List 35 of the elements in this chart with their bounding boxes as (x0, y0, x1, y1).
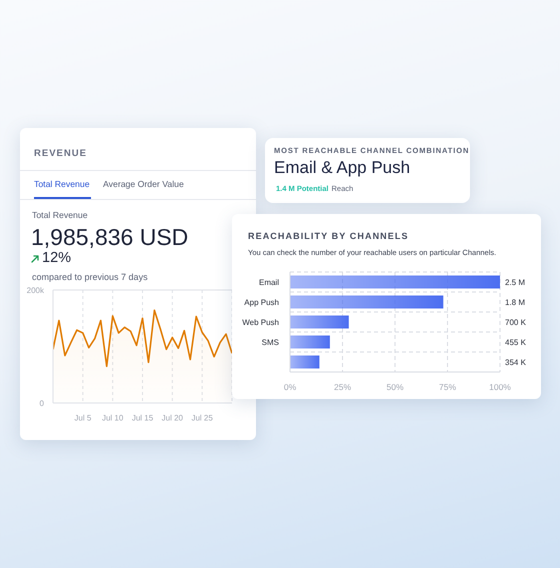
text: Total Revenue (34, 178, 90, 190)
bar (290, 296, 444, 308)
x-tick-label: 0% (284, 382, 297, 392)
bar (290, 356, 320, 368)
chart-title: REACHABILITY BY CHANNELS (248, 231, 409, 242)
text: Total Revenue (32, 209, 88, 221)
text: 12% (42, 250, 72, 267)
text: 1.8 M (505, 298, 526, 308)
x-tick-label: Jul 10 (102, 414, 124, 423)
text: 455 K (505, 338, 526, 348)
x-tick-label: Jul 15 (132, 414, 154, 423)
y-tick-label: 0 (40, 398, 45, 408)
chart-title: REVENUE (34, 148, 87, 160)
y-tick-label: Email (258, 278, 280, 287)
x-tick-label: 25% (334, 382, 352, 392)
bar (290, 316, 349, 328)
text: compared to previous 7 days (32, 271, 148, 283)
x-tick-label: 100% (489, 382, 512, 392)
y-tick-label: SMS (262, 338, 279, 347)
text: 700 K (505, 318, 526, 328)
text: 1,985,836 USD (31, 224, 188, 250)
x-tick-label: 50% (386, 382, 404, 392)
text: Average Order Value (103, 178, 184, 190)
y-tick-label: 200k (26, 286, 45, 295)
text: 2.5 M (505, 278, 526, 288)
x-tick-label: Jul 20 (162, 414, 184, 423)
x-tick-label: 75% (438, 382, 456, 392)
bar (290, 336, 330, 348)
bar (290, 276, 500, 288)
x-tick-label: Jul 5 (74, 414, 92, 423)
y-tick-label: App Push (244, 298, 279, 307)
x-tick-label: Jul 25 (191, 414, 214, 423)
y-tick-label: Web Push (242, 318, 279, 327)
text: Email & App Push (274, 158, 410, 178)
text: 354 K (505, 358, 526, 368)
